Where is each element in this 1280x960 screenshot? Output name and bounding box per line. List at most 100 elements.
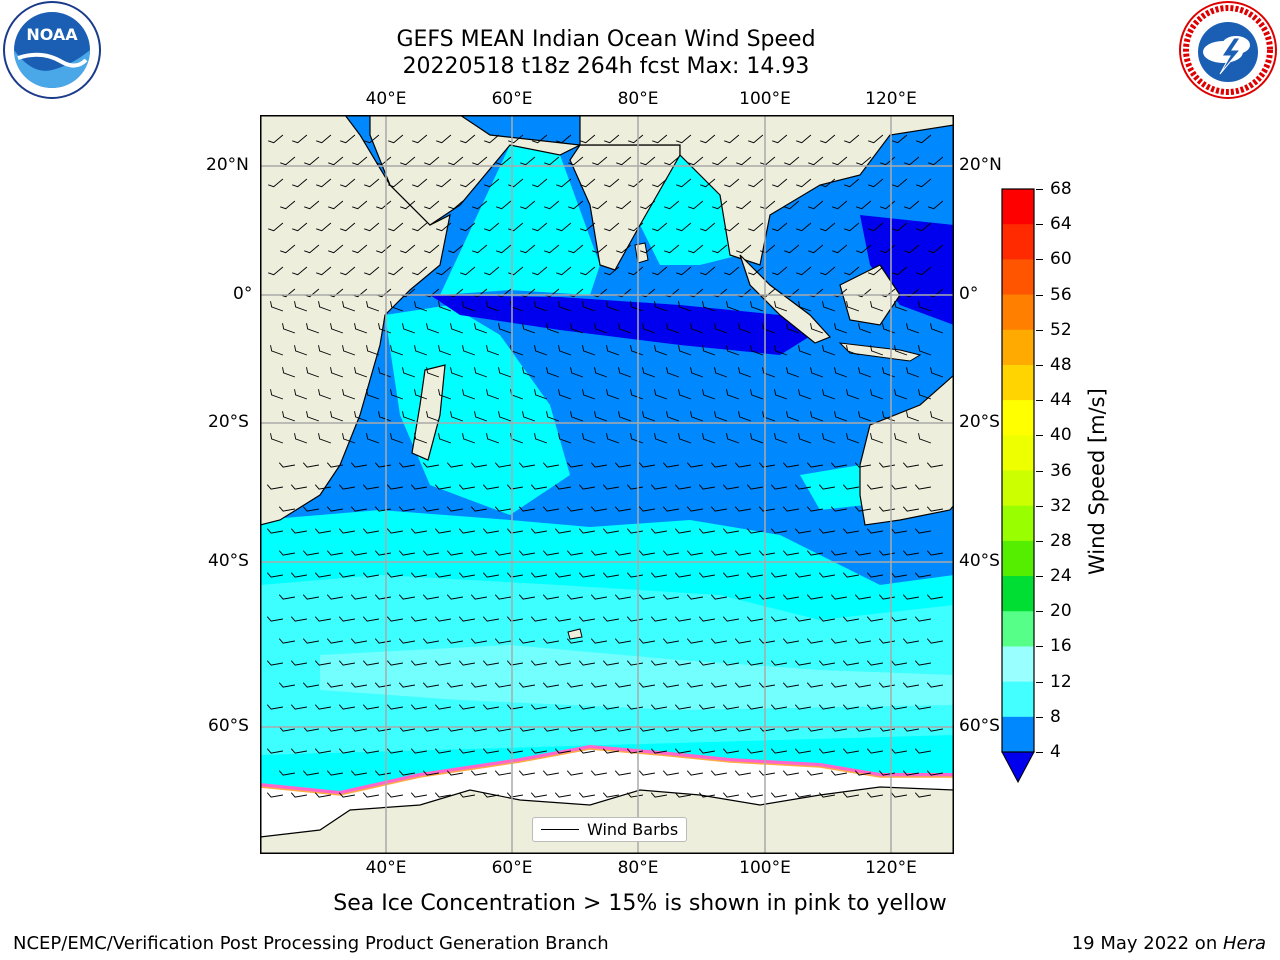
wind-barb <box>362 748 379 754</box>
wind-barb <box>390 433 404 444</box>
wind-barb <box>400 244 416 254</box>
wind-barb <box>354 323 368 334</box>
wind-barb <box>566 462 583 468</box>
wind-barb <box>834 411 848 422</box>
wind-barb <box>422 682 439 688</box>
wind-barb <box>386 792 403 798</box>
wind-barb <box>354 411 368 422</box>
wind-barb <box>278 594 295 600</box>
wind-barb <box>902 726 919 732</box>
colorbar-cell <box>1002 505 1034 542</box>
wind-barb <box>604 222 620 232</box>
wind-barb <box>702 301 716 312</box>
wind-barb <box>350 682 367 688</box>
wind-barb <box>818 616 835 622</box>
wind-barb <box>844 266 860 276</box>
wind-barb <box>746 748 763 754</box>
wind-barb <box>318 433 332 444</box>
wind-barb <box>506 616 523 622</box>
wind-barb <box>266 528 283 534</box>
wind-barb <box>422 506 439 512</box>
wind-barb <box>554 616 571 622</box>
wind-barb <box>302 638 319 644</box>
wind-barb <box>362 528 379 534</box>
wind-barb <box>268 222 284 232</box>
wind-barb <box>782 682 799 688</box>
wind-barb <box>438 389 452 400</box>
wind-barb <box>400 200 416 210</box>
wind-barb <box>578 704 595 710</box>
wind-barb <box>398 726 415 732</box>
wind-barb <box>686 638 703 644</box>
wind-barb <box>568 200 584 210</box>
wind-barb <box>390 301 404 312</box>
wind-barb <box>830 506 847 512</box>
wind-barb <box>556 134 572 144</box>
map-gridlines <box>260 115 954 854</box>
wind-barb <box>338 704 355 710</box>
wind-barb <box>830 550 847 556</box>
chart-title: GEFS MEAN Indian Ocean Wind Speed <box>396 27 816 52</box>
wind-barb <box>748 222 764 232</box>
wind-barb <box>278 462 295 468</box>
wind-barb <box>266 484 283 490</box>
wind-barb <box>676 178 692 188</box>
wind-barb <box>434 792 451 798</box>
wind-barb <box>638 682 655 688</box>
wind-barb <box>318 301 332 312</box>
wind-barb <box>532 134 548 144</box>
wind-barb <box>750 433 764 444</box>
lon-label-top-40e: 40°E <box>365 89 407 109</box>
wind-barb <box>650 528 667 534</box>
wind-barb <box>602 484 619 490</box>
arabia-landmass <box>369 115 583 226</box>
wind-barb <box>410 748 427 754</box>
wind-barb <box>606 345 620 356</box>
wind-barb <box>686 682 703 688</box>
wind-barb <box>830 682 847 688</box>
wind-barb <box>806 462 823 468</box>
wind-barb <box>386 748 403 754</box>
wind-barb <box>772 266 788 276</box>
wind-barb <box>470 462 487 468</box>
wind-barb <box>916 134 932 144</box>
wind-barb <box>530 792 547 798</box>
wind-barb <box>626 704 643 710</box>
wind-barb <box>856 156 872 166</box>
wind-barb <box>314 748 331 754</box>
wind-barb <box>762 323 776 334</box>
wind-barb <box>844 222 860 232</box>
wind-barb <box>458 748 475 754</box>
wind-barb <box>374 462 391 468</box>
wind-barb <box>278 726 295 732</box>
wind-barb <box>316 178 332 188</box>
wind-barb <box>664 200 680 210</box>
wind-barb <box>626 616 643 622</box>
wind-barb <box>462 345 476 356</box>
wind-barb <box>446 682 463 688</box>
wind-barb <box>830 594 847 600</box>
wind-barb <box>530 704 547 710</box>
wind-barb <box>628 266 644 276</box>
wind-barb <box>446 462 463 468</box>
wind-barb <box>926 594 943 600</box>
wind-barb <box>402 411 416 422</box>
wind-barb <box>462 433 476 444</box>
wind-barb <box>842 616 859 622</box>
wind-barb <box>422 638 439 644</box>
wind-barb <box>642 323 656 334</box>
wind-barb <box>830 726 847 732</box>
wind-barb <box>566 506 583 512</box>
wind-barb <box>508 134 524 144</box>
colorbar-tick-label: 16 <box>1050 636 1072 657</box>
wind-barb <box>626 660 643 666</box>
wind-barb <box>602 616 619 622</box>
wind-barb <box>906 323 920 334</box>
wind-barb <box>542 726 559 732</box>
wind-barb <box>722 484 739 490</box>
colorbar-tick-label: 4 <box>1050 742 1061 762</box>
wind-barb <box>506 704 523 710</box>
wind-barb <box>772 178 788 188</box>
wind-barb <box>786 323 800 334</box>
wind-barb <box>842 572 859 578</box>
